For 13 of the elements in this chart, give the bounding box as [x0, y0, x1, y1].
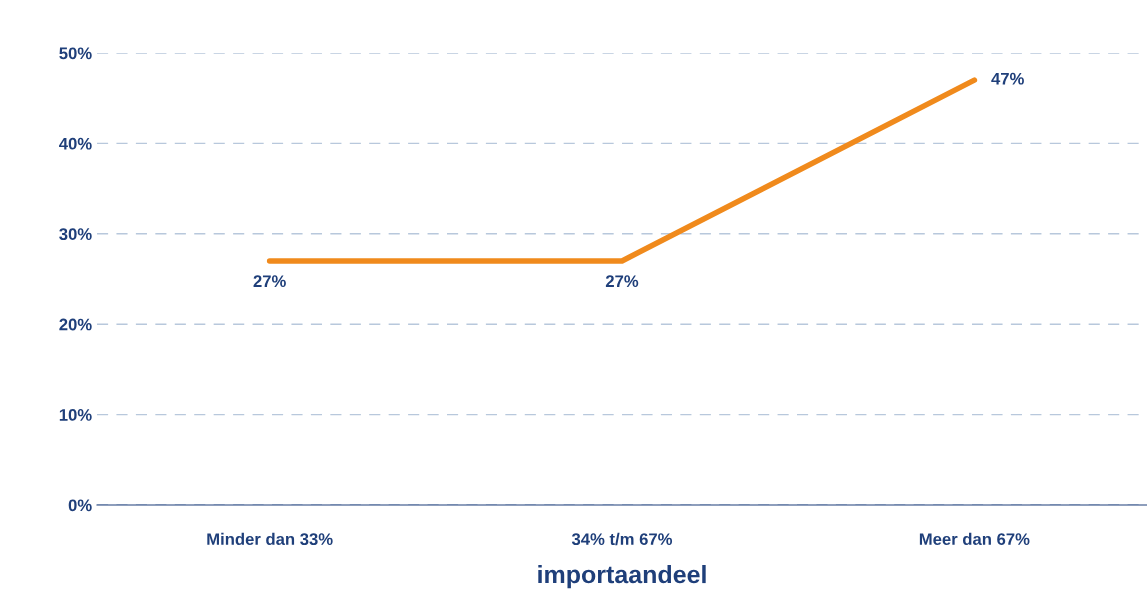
- x-tick-label: 34% t/m 67%: [571, 532, 673, 546]
- y-tick-label: 50%: [59, 47, 92, 60]
- data-label: 27%: [605, 275, 639, 288]
- data-label: 27%: [253, 275, 286, 288]
- y-tick-label: 0%: [68, 499, 92, 512]
- x-tick-label: Minder dan 33%: [207, 532, 333, 546]
- y-tick-label: 20%: [59, 318, 92, 331]
- x-axis-title: importaandeel: [538, 564, 706, 589]
- data-label: 47%: [991, 72, 1024, 85]
- y-tick-label: 40%: [59, 137, 92, 150]
- x-tick-label: Meer dan 67%: [919, 532, 1030, 546]
- y-tick-label: 30%: [59, 228, 92, 241]
- y-tick-label: 10%: [59, 409, 92, 421]
